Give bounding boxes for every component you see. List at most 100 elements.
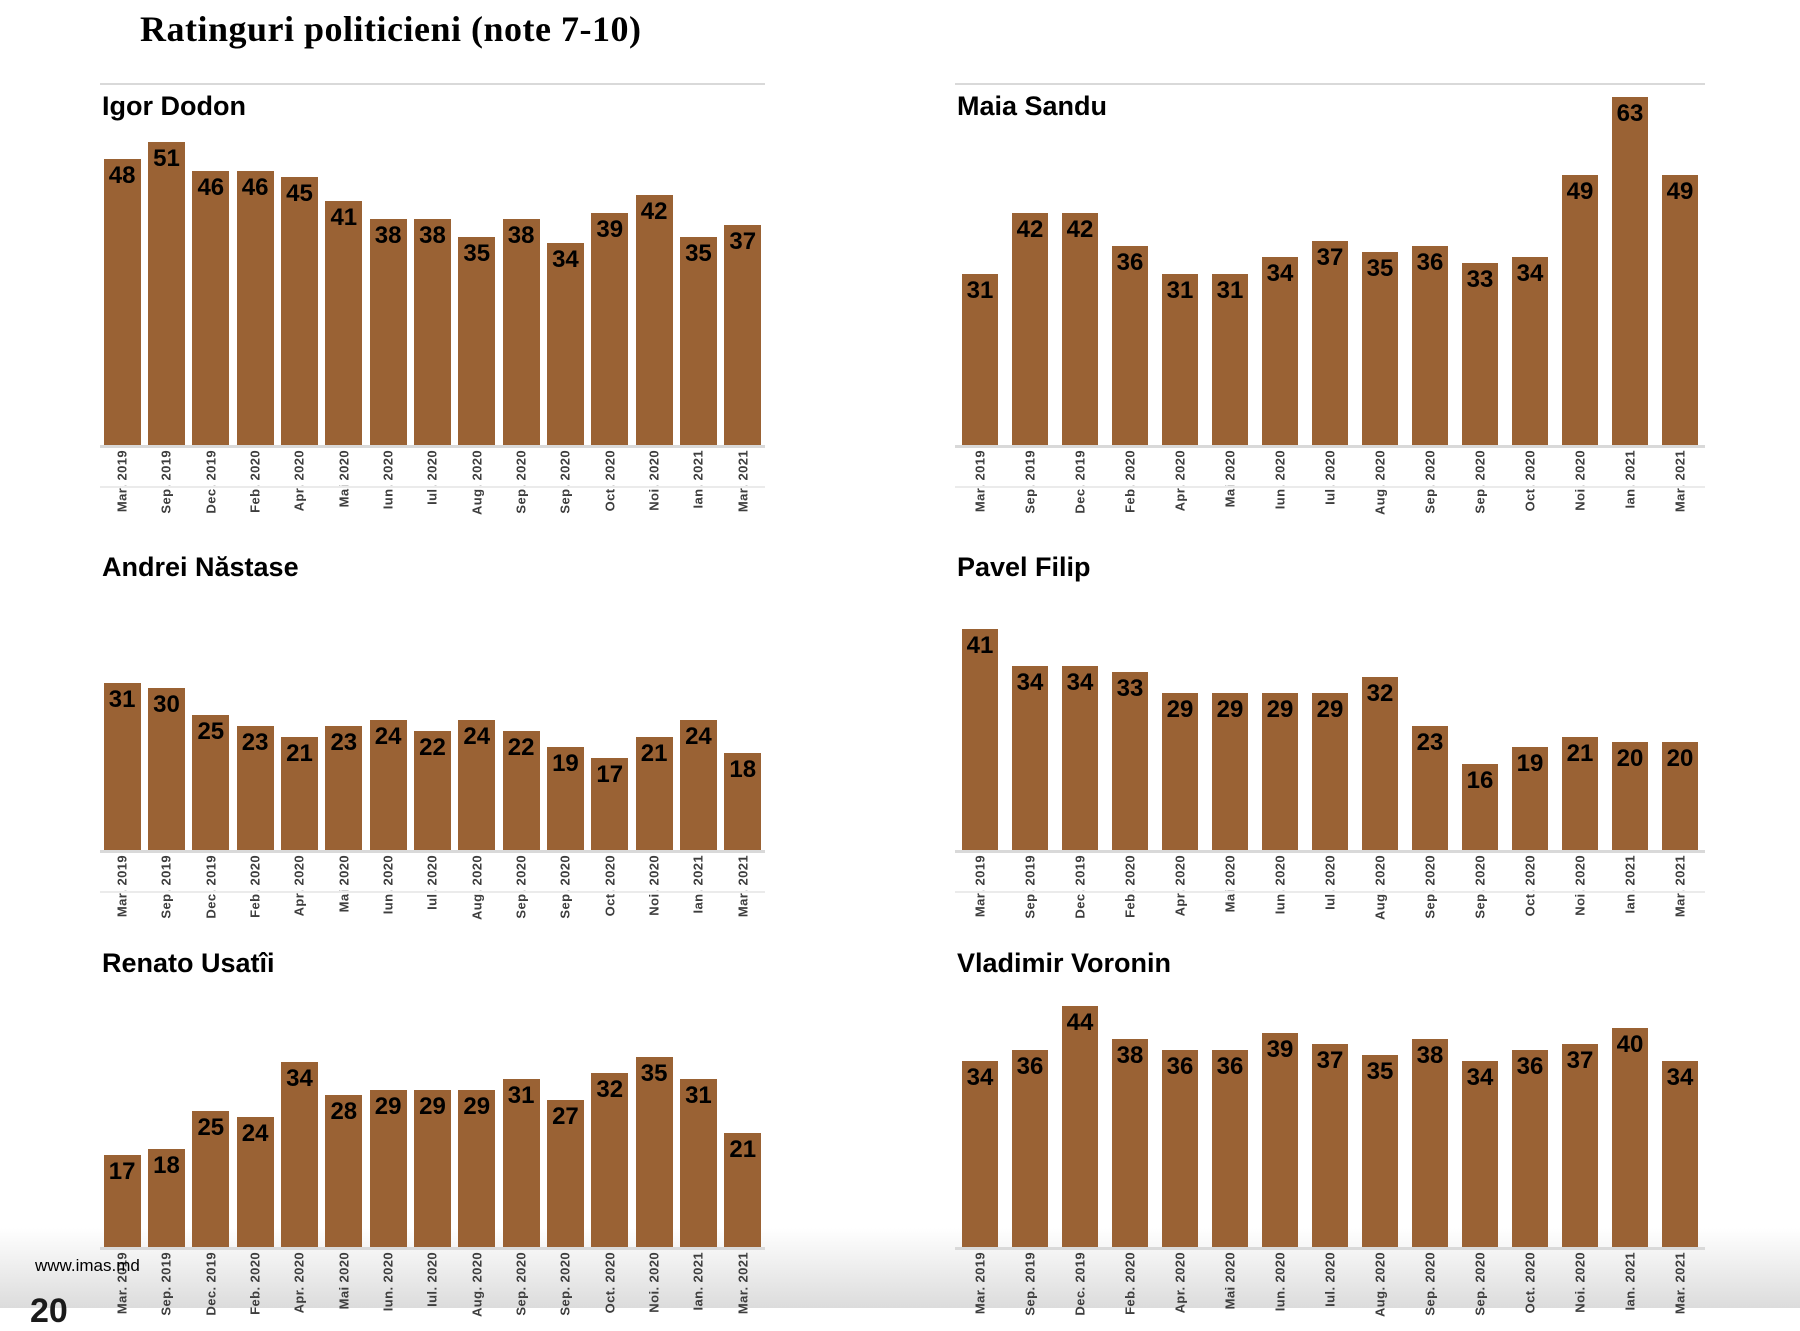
- bar-value-label: 25: [197, 1114, 225, 1141]
- x-axis-tick-label: Feb. 2020: [1122, 450, 1138, 513]
- x-axis-tick-label: Noi. 2020: [646, 450, 662, 511]
- bar-value-label: 18: [153, 1152, 180, 1179]
- bar-value-label: 35: [640, 1060, 668, 1087]
- bar-slot: 21 Apr. 2020: [277, 600, 321, 916]
- bar: [546, 747, 584, 850]
- x-axis-tick-label: Feb. 2020: [247, 450, 263, 513]
- bar-slot: 31 Apr. 2020: [1155, 93, 1205, 511]
- bar-value-label: 38: [374, 222, 402, 249]
- bar: [1262, 693, 1298, 850]
- chart-title: Vladimir Voronin: [957, 948, 1172, 978]
- bar: [635, 737, 673, 850]
- bar-slot: 25 Dec. 2019: [189, 600, 233, 919]
- bar-value-label: 34: [1666, 1064, 1694, 1091]
- bar-value-label: 38: [419, 222, 446, 249]
- x-axis-tick-label: Sep. 2019: [158, 1252, 174, 1316]
- x-axis-tick-label: Aug. 2020: [469, 1252, 485, 1318]
- bar-value-label: 34: [1466, 1064, 1494, 1091]
- bar: [724, 225, 762, 445]
- bar: [103, 683, 141, 850]
- bar: [679, 1079, 717, 1247]
- bar-value-label: 44: [1066, 1009, 1094, 1036]
- x-axis-tick-label: Noi. 2020: [1572, 450, 1588, 511]
- bar-slot: 31 Mar. 2019: [100, 600, 144, 917]
- bar: [280, 1062, 318, 1247]
- x-axis-tick-label: Feb. 2020: [247, 855, 263, 918]
- bar-value-label: 33: [1116, 675, 1144, 702]
- bar-value-label: 32: [596, 1076, 624, 1103]
- bar: [147, 142, 185, 445]
- bar: [1412, 1039, 1448, 1247]
- bar-slot: 19 Oct. 2020: [1505, 600, 1555, 916]
- bar-slot: 21 Mar. 2021: [721, 987, 765, 1314]
- bar: [1362, 1055, 1398, 1247]
- x-axis-tick-label: Oct. 2020: [1522, 450, 1538, 512]
- bar: [1412, 726, 1448, 850]
- bar: [413, 1090, 451, 1247]
- x-axis-tick-label: Dec. 2019: [1072, 1252, 1088, 1316]
- bar-value-label: 17: [108, 1158, 136, 1185]
- bar: [1062, 213, 1098, 445]
- bar-slot: 31 Ian. 2021: [676, 987, 720, 1311]
- bar-value-label: 22: [419, 734, 446, 761]
- chart-title: Andrei Năstase: [102, 552, 299, 582]
- bar-slot: 18 Mar. 2021: [721, 600, 765, 917]
- bar-slot: 38 Iun. 2020: [366, 93, 410, 509]
- bar-value-label: 24: [685, 723, 712, 750]
- bar: [1112, 672, 1148, 850]
- bar-slot: 49 Noi. 2020: [1555, 93, 1605, 511]
- x-axis-tick-label: Dec. 2019: [1072, 450, 1088, 514]
- x-axis-tick-label: Iun. 2020: [380, 1252, 396, 1312]
- bar-value-label: 36: [1416, 249, 1444, 276]
- bar: [103, 159, 141, 445]
- bar-value-label: 31: [966, 277, 994, 304]
- bar: [724, 753, 762, 850]
- plot-area: 31 Mar. 2019 42 Sep. 2019 42 Dec. 2019 36 Feb. …: [955, 93, 1705, 515]
- bar-value-label: 34: [1066, 669, 1094, 696]
- bar-slot: 35 Ian. 2021: [676, 93, 720, 509]
- bar-slot: 29 Iun. 2020: [1255, 600, 1305, 914]
- axis-band-line: [100, 891, 765, 893]
- x-axis-baseline: [955, 445, 1705, 448]
- bar-value-label: 34: [552, 246, 579, 273]
- bar-slot: 42 Noi. 2020: [632, 93, 676, 511]
- bar: [192, 1111, 230, 1247]
- bar-slot: 34 Mar. 2021: [1655, 987, 1705, 1314]
- bar-slot: 44 Dec. 2019: [1055, 987, 1105, 1316]
- bar-value-label: 31: [1166, 277, 1194, 304]
- chart-top-rule: [955, 83, 1705, 85]
- bar-value-label: 34: [1516, 260, 1544, 287]
- axis-band-line: [955, 486, 1705, 488]
- x-axis-tick-label: Oct. 2020: [1522, 855, 1538, 917]
- bar-slot: 41 Mai 2020: [322, 93, 366, 507]
- x-axis-tick-label: Sep. 2020: [1472, 450, 1488, 514]
- bar-slot: 34 Iun. 2020: [1255, 93, 1305, 509]
- x-axis-tick-label: Sep. 2019: [1022, 855, 1038, 919]
- x-axis-tick-label: Aug. 2020: [1372, 855, 1388, 921]
- x-axis-tick-label: Mar. 2019: [972, 855, 988, 918]
- bar-value-label: 18: [729, 756, 757, 783]
- bar: [1012, 213, 1048, 445]
- bar: [192, 171, 230, 445]
- bar: [502, 219, 540, 445]
- x-axis-baseline: [955, 850, 1705, 853]
- bar-value-label: 48: [108, 162, 136, 189]
- chart-vladimir-voronin: Vladimir Voronin 34 Mar. 2019 36 Sep. 2019 4…: [955, 948, 1705, 1317]
- bar-slot: 29 Mai 2020: [1205, 600, 1255, 912]
- bar-slot: 34 Mar. 2019: [955, 987, 1005, 1314]
- x-axis-tick-label: Oct. 2020: [602, 450, 618, 512]
- bar-slot: 35 Aug. 2020: [1355, 93, 1405, 515]
- bar-value-label: 34: [1266, 260, 1294, 287]
- bar-slot: 28 Mai 2020: [322, 987, 366, 1309]
- bar: [1312, 241, 1348, 445]
- bar-slot: 35 Aug. 2020: [1355, 987, 1405, 1317]
- bar-slot: 38 Feb. 2020: [1105, 987, 1155, 1315]
- x-axis-tick-label: Dec. 2019: [1072, 855, 1088, 919]
- bar: [1512, 1050, 1548, 1247]
- x-axis-tick-label: Iul. 2020: [424, 450, 440, 505]
- bar-slot: 41 Mar. 2019: [955, 600, 1005, 917]
- chart-pavel-filip: Pavel Filip 41 Mar. 2019 34 Sep. 2019 34 Dec.…: [955, 552, 1705, 942]
- x-axis-tick-label: Ian. 2021: [690, 1252, 706, 1311]
- bar-slot: 45 Apr. 2020: [277, 93, 321, 511]
- x-axis-baseline: [100, 1247, 765, 1250]
